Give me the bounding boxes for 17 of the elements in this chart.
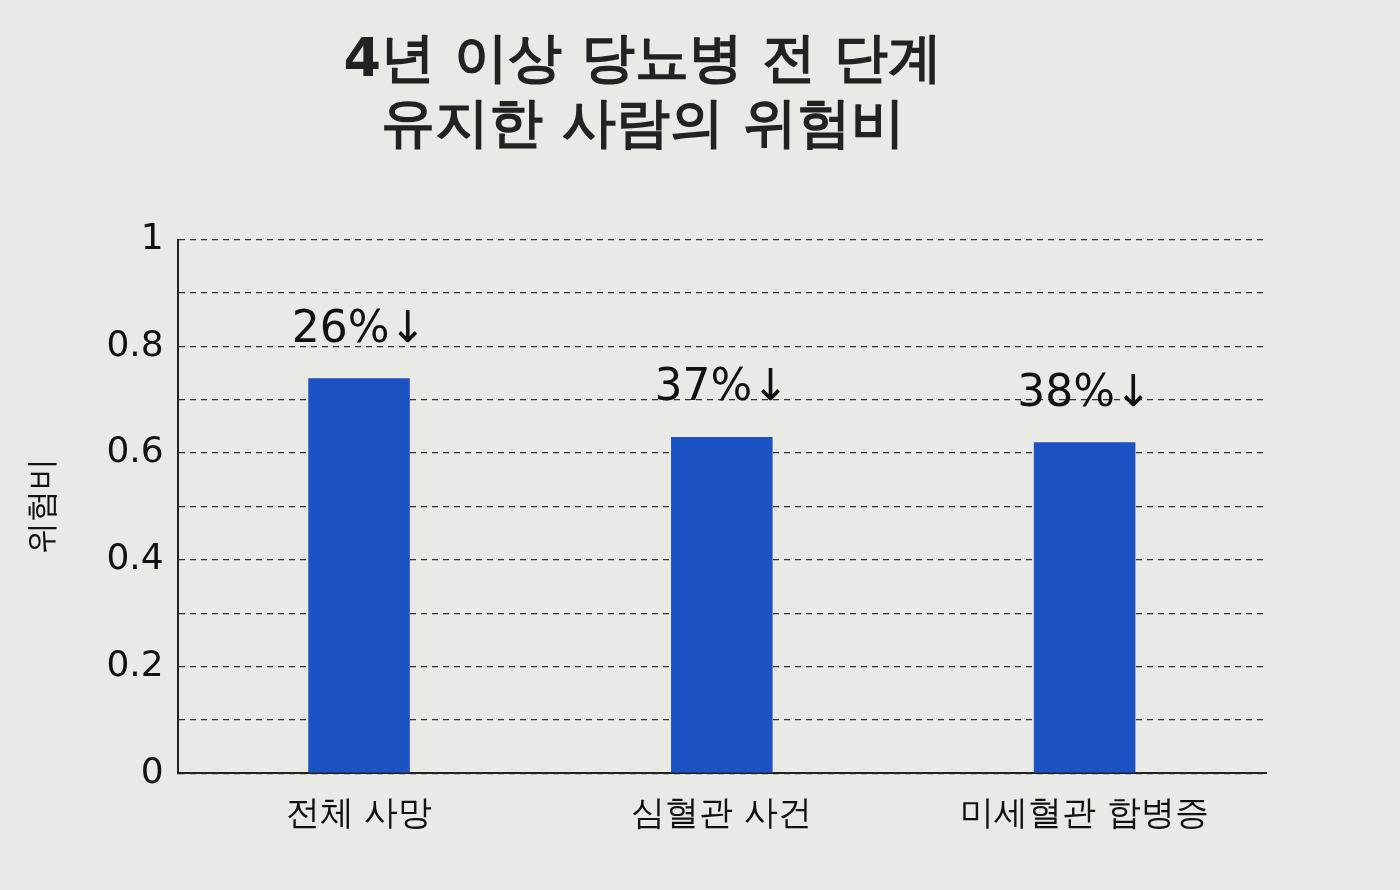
- annotation: 37%↓: [654, 359, 790, 411]
- chart-title: 4년 이상 당뇨병 전 단계 유지한 사람의 위험비: [343, 26, 943, 155]
- x-tick-label: 전체 사망: [285, 792, 433, 833]
- bar: [671, 437, 773, 773]
- y-axis-title: 위험비: [21, 458, 60, 555]
- bar: [308, 378, 410, 773]
- annotation: 38%↓: [1017, 364, 1152, 416]
- y-tick-label: 0.2: [106, 642, 164, 684]
- y-tick-label: 0.4: [106, 536, 164, 578]
- bar: [1033, 442, 1136, 773]
- x-tick-label: 심혈관 사건: [631, 792, 813, 833]
- x-tick-label: 미세혈관 합병증: [960, 792, 1210, 833]
- y-tick-label: 0.8: [106, 322, 164, 364]
- y-tick-label: 1: [140, 215, 164, 257]
- y-tick-label: 0.6: [106, 429, 164, 471]
- annotation: 26%↓: [291, 300, 427, 352]
- y-tick-label: 0: [140, 749, 164, 791]
